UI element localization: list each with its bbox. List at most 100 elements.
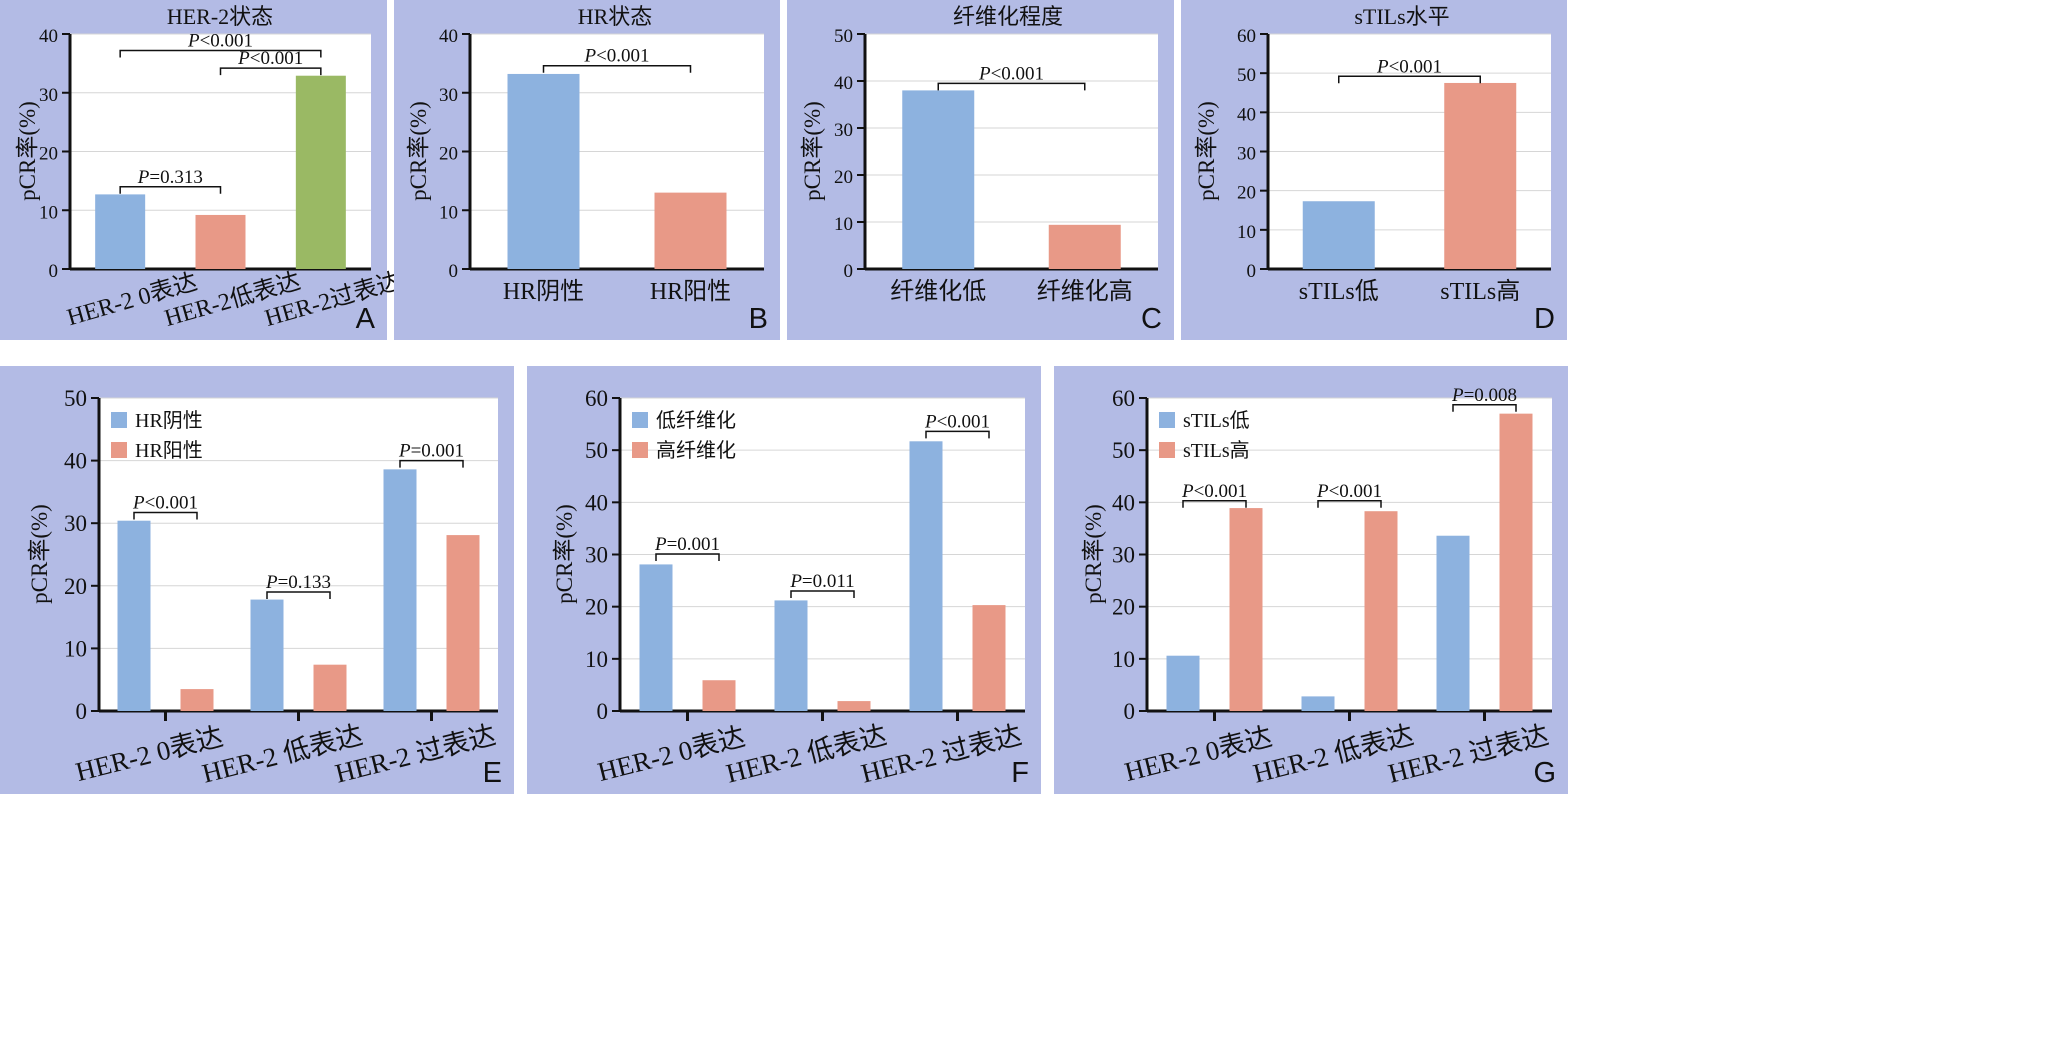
x-tick-label: HER-2 0表达 bbox=[1122, 721, 1276, 787]
y-tick-label: 40 bbox=[585, 490, 608, 515]
p-value-label: P<0.001 bbox=[1376, 56, 1442, 77]
bar bbox=[774, 600, 808, 711]
legend-label: HR阳性 bbox=[135, 439, 203, 462]
significance-bracket bbox=[133, 511, 198, 520]
y-tick-label: 20 bbox=[64, 574, 87, 599]
chart-d: 0 10 20 30 40 50 60 sTILs水平 pCR率(%) sTILs低 sTILs高 P… bbox=[1194, 4, 1551, 305]
chart-c: 0 10 20 30 40 50 纤维化程度 pCR率(%) 纤维化低 纤维化高 P<0.001 bbox=[800, 4, 1158, 305]
y-tick-label: 0 bbox=[597, 699, 609, 724]
bar bbox=[313, 664, 347, 711]
chart-title: HER-2状态 bbox=[167, 4, 273, 29]
p-value-label: P<0.001 bbox=[187, 30, 253, 51]
y-tick-label: 50 bbox=[585, 438, 608, 463]
panel-a: 0 10 20 30 40 HER-2状态 pCR率(%) HER-2 0表达 HER-2低表达… bbox=[0, 0, 404, 340]
panel-letter: A bbox=[355, 303, 375, 335]
chart-title: 纤维化程度 bbox=[953, 4, 1063, 29]
p-value-label: P=0.001 bbox=[398, 441, 464, 462]
bar bbox=[1302, 201, 1375, 269]
significance-bracket bbox=[219, 67, 322, 76]
significance-bracket bbox=[399, 459, 464, 468]
bar bbox=[1229, 508, 1263, 711]
x-tick-label: HR阳性 bbox=[650, 278, 731, 305]
y-tick-label: 20 bbox=[1112, 595, 1135, 620]
bar bbox=[507, 73, 580, 269]
y-tick-label: 40 bbox=[1112, 490, 1135, 515]
panel-letter: G bbox=[1533, 757, 1556, 789]
chart-b: 0 10 20 30 40 HR状态 pCR率(%) HR阴性 HR阳性 P<0.001 bbox=[406, 4, 764, 305]
significance-bracket bbox=[655, 553, 720, 561]
y-tick-label: 40 bbox=[39, 26, 58, 47]
panel-f: 0 10 20 30 40 50 60 pCR率(%) HER-2 0表达 HER-2 低表达 HE… bbox=[527, 366, 1041, 794]
p-value-label: P<0.001 bbox=[978, 63, 1044, 84]
legend-swatch bbox=[632, 412, 648, 428]
y-tick-label: 10 bbox=[39, 202, 58, 223]
bar bbox=[639, 564, 673, 711]
legend-swatch bbox=[632, 442, 648, 458]
panel-letter: F bbox=[1011, 757, 1029, 789]
y-tick-label: 40 bbox=[439, 26, 458, 47]
x-tick-label: sTILs高 bbox=[1440, 278, 1520, 305]
significance-bracket bbox=[937, 82, 1086, 91]
y-tick-label: 40 bbox=[64, 449, 87, 474]
y-tick-label: 10 bbox=[834, 214, 853, 235]
y-tick-label: 50 bbox=[834, 26, 853, 47]
y-tick-label: 20 bbox=[39, 144, 58, 165]
y-tick-label: 30 bbox=[1112, 543, 1135, 568]
legend-label: 高纤维化 bbox=[656, 439, 736, 462]
significance-bracket bbox=[266, 591, 331, 600]
x-tick-label: HER-2 0表达 bbox=[595, 721, 749, 787]
panel-g: 0 10 20 30 40 50 60 pCR率(%) HER-2 0表达 HER-2 低表达 HE… bbox=[1054, 366, 1568, 794]
y-tick-label: 20 bbox=[585, 595, 608, 620]
bar bbox=[446, 535, 480, 711]
p-value-label: P=0.011 bbox=[789, 571, 854, 592]
y-tick-label: 30 bbox=[1237, 144, 1256, 165]
significance-bracket bbox=[119, 49, 322, 58]
p-value-label: P=0.001 bbox=[654, 534, 720, 555]
significance-bracket bbox=[1317, 500, 1382, 508]
y-tick-label: 0 bbox=[1247, 261, 1257, 282]
bar bbox=[909, 441, 943, 711]
x-tick-label: 纤维化低 bbox=[890, 278, 986, 305]
bar bbox=[972, 605, 1006, 711]
significance-bracket bbox=[1452, 404, 1517, 412]
bar bbox=[1166, 655, 1200, 711]
bar bbox=[654, 192, 727, 269]
legend-swatch bbox=[111, 442, 127, 458]
y-tick-label: 20 bbox=[834, 167, 853, 188]
y-tick-label: 50 bbox=[1237, 65, 1256, 86]
y-axis-label: pCR率(%) bbox=[1194, 101, 1219, 201]
y-tick-label: 20 bbox=[439, 144, 458, 165]
significance-bracket bbox=[1182, 500, 1247, 508]
y-tick-label: 30 bbox=[834, 120, 853, 141]
y-tick-label: 10 bbox=[64, 636, 87, 661]
y-axis-label: pCR率(%) bbox=[800, 101, 825, 201]
bar bbox=[250, 599, 284, 711]
x-tick-label: HR阴性 bbox=[503, 278, 584, 305]
y-tick-label: 30 bbox=[39, 85, 58, 106]
y-tick-label: 40 bbox=[1237, 104, 1256, 125]
legend-label: HR阴性 bbox=[135, 409, 203, 432]
chart-title: sTILs水平 bbox=[1354, 4, 1449, 29]
y-axis-label: pCR率(%) bbox=[27, 504, 52, 604]
p-value-label: P<0.001 bbox=[237, 48, 303, 69]
bar bbox=[1364, 511, 1398, 711]
bar bbox=[117, 520, 151, 711]
significance-bracket bbox=[1338, 75, 1481, 84]
y-tick-label: 0 bbox=[844, 261, 854, 282]
y-tick-label: 10 bbox=[439, 202, 458, 223]
y-axis-label: pCR率(%) bbox=[552, 504, 577, 604]
legend-label: sTILs高 bbox=[1183, 439, 1250, 462]
y-tick-label: 20 bbox=[1237, 183, 1256, 204]
y-axis-label: pCR率(%) bbox=[406, 101, 431, 201]
panel-letter: B bbox=[748, 303, 768, 335]
bar bbox=[1436, 535, 1470, 711]
bar bbox=[902, 90, 975, 270]
y-tick-label: 0 bbox=[76, 699, 88, 724]
y-tick-label: 40 bbox=[834, 73, 853, 94]
bar bbox=[195, 214, 246, 269]
bar bbox=[180, 689, 214, 711]
panel-letter: E bbox=[482, 757, 502, 789]
